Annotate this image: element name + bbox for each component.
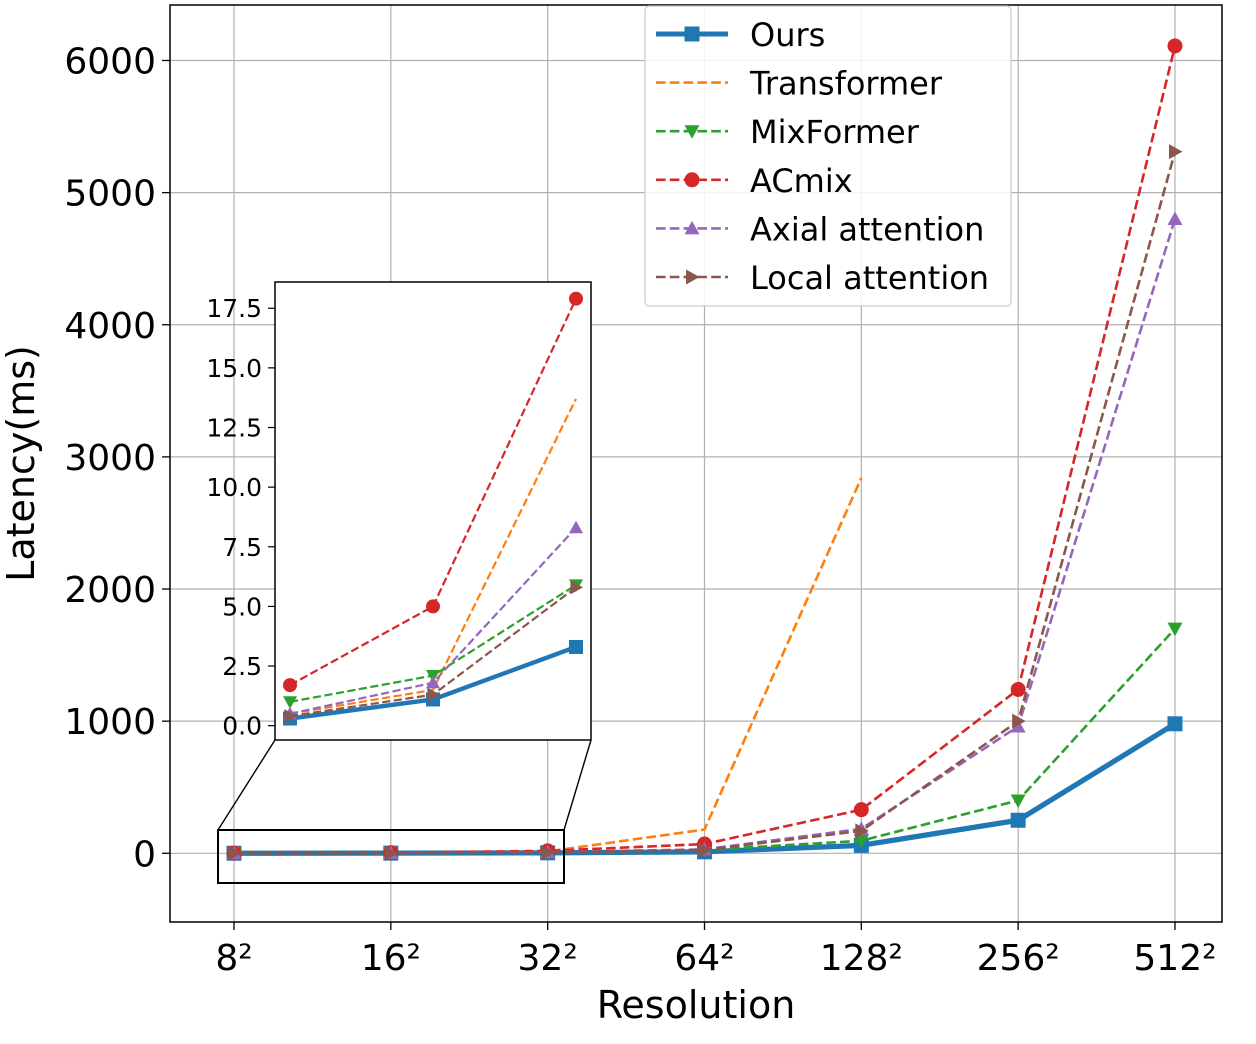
point-mixformer-4 [853, 834, 869, 849]
inset-background [275, 282, 591, 740]
inset-point-local-attention-1 [427, 687, 440, 702]
x-tick-label: 16² [361, 938, 421, 979]
inset-frame [274, 281, 592, 741]
legend-item-local-attention: Local attention [656, 259, 989, 297]
point-axial-attention-6 [1167, 211, 1183, 226]
point-local-attention-5 [1012, 713, 1026, 729]
inset-y-tick-label: 2.5 [222, 652, 262, 681]
inset-point-mixformer-0 [283, 696, 297, 709]
point-local-attention-6 [1168, 144, 1183, 160]
y-axis-label: Latency(ms) [0, 345, 43, 582]
legend-item-axial-attention: Axial attention [656, 210, 984, 248]
legend-marker-mixformer [684, 125, 700, 139]
legend-marker-axial-attention [684, 220, 700, 235]
legend-item-acmix: ACmix [656, 162, 853, 200]
inset-y-tick-label: 5.0 [222, 592, 262, 621]
legend-marker-local-attention [686, 269, 700, 285]
legend-marker-ours [684, 26, 700, 42]
legend-label-acmix: ACmix [750, 162, 853, 200]
legend-label-transformer: Transformer [749, 65, 943, 103]
point-mixformer-6 [1167, 622, 1183, 637]
inset-y-tick-label: 7.5 [222, 533, 262, 562]
legend-label-axial-attention: Axial attention [750, 210, 984, 248]
y-tick-label: 0 [133, 834, 156, 875]
inset-line-transformer [289, 398, 577, 715]
y-tick-label: 1000 [64, 702, 156, 743]
main-series [226, 38, 1183, 861]
zoom-connector-right [563, 739, 592, 831]
point-local-attention-4 [855, 823, 869, 839]
inset-point-local-attention-2 [570, 580, 583, 595]
point-acmix-5 [1010, 681, 1026, 697]
y-tick-label: 6000 [64, 41, 156, 82]
x-tick-labels: 8² 16² 32² 64² 128² 256² 512² [215, 922, 1217, 979]
inset-point-acmix-1 [426, 599, 440, 614]
legend-label-mixformer: MixFormer [750, 113, 920, 151]
legend-box [644, 5, 1012, 307]
inset-y-tick-label: 0.0 [222, 712, 262, 741]
inset-line-acmix [289, 298, 577, 687]
inset-point-ours-2 [569, 639, 583, 654]
inset-y-tick-label: 15.0 [206, 354, 262, 383]
x-axis-label: Resolution [597, 983, 796, 1027]
y-tick-label: 3000 [64, 438, 156, 479]
point-ours-5 [1010, 812, 1026, 828]
legend-item-ours: Ours [656, 16, 825, 54]
point-acmix-6 [1167, 38, 1183, 54]
point-local-attention-3 [698, 842, 712, 858]
legend-item-mixformer: MixFormer [656, 113, 920, 151]
x-tick-label: 512² [1133, 938, 1216, 979]
y-tick-label: 2000 [64, 570, 156, 611]
inset-series-transformer [289, 398, 577, 715]
series-local-attention [228, 144, 1183, 861]
inset-point-acmix-0 [283, 678, 297, 693]
x-tick-label: 64² [674, 938, 734, 979]
point-local-attention-2 [541, 845, 556, 861]
plot-frame [169, 4, 1223, 923]
zoom-indicator [217, 739, 592, 884]
y-tick-labels: 0 1000 2000 3000 4000 5000 6000 [64, 41, 170, 875]
legend: Ours Transformer MixFormer ACmix Axial atten… [644, 5, 1012, 307]
legend-label-ours: Ours [750, 16, 825, 54]
y-tick-label: 5000 [64, 174, 156, 215]
inset-point-acmix-2 [569, 291, 583, 306]
inset-plot: 0.0 2.5 5.0 7.5 10.0 12.5 15.0 17.5 [206, 281, 592, 741]
x-tick-label: 256² [977, 938, 1060, 979]
inset-point-axial-attention-2 [569, 520, 583, 534]
inset-y-tick-label: 12.5 [206, 414, 262, 443]
inset-y-tick-label: 10.0 [206, 473, 262, 502]
legend-label-local-attention: Local attention [750, 259, 989, 297]
legend-item-transformer: Transformer [656, 65, 943, 103]
x-tick-label: 128² [820, 938, 903, 979]
y-tick-label: 4000 [64, 306, 156, 347]
point-axial-attention-5 [1010, 718, 1026, 733]
inset-y-tick-label: 17.5 [206, 294, 262, 323]
inset-series-acmix [283, 291, 583, 693]
zoom-connector-left [217, 739, 276, 831]
inset-point-axial-attention-1 [426, 675, 440, 689]
legend-marker-acmix [684, 172, 700, 188]
inset-series-local-attention [284, 580, 583, 724]
inset-series [283, 291, 583, 726]
zoom-region-box [217, 829, 565, 884]
point-local-attention-0 [228, 845, 242, 861]
point-local-attention-1 [384, 845, 399, 861]
point-acmix-4 [853, 802, 869, 818]
point-mixformer-5 [1010, 794, 1026, 808]
point-ours-6 [1167, 716, 1183, 732]
x-tick-label: 8² [215, 938, 252, 979]
x-tick-label: 32² [518, 938, 578, 979]
inset-point-local-attention-0 [284, 709, 297, 724]
